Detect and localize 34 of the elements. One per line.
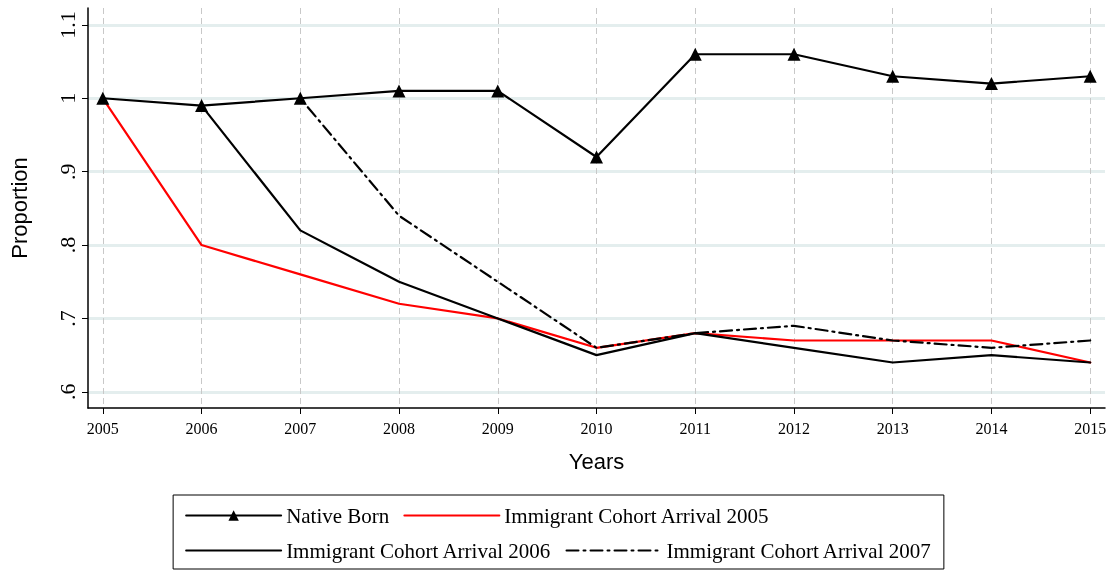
y-axis-title: Proportion	[6, 157, 32, 259]
x-tick-label: 2012	[777, 419, 810, 437]
x-tick-label: 2005	[86, 419, 119, 437]
point	[886, 69, 900, 83]
x-tick-label: 2014	[975, 419, 1008, 437]
point	[195, 99, 209, 113]
point	[293, 91, 307, 105]
point	[392, 84, 406, 98]
x-tick-label: 2007	[284, 419, 317, 437]
point	[688, 47, 702, 61]
legend-label: Immigrant Cohort Arrival 2005	[504, 503, 769, 528]
x-tick-label: 2015	[1074, 419, 1107, 437]
y-tick-label: .8	[54, 236, 80, 254]
legend-label: Native Born	[286, 503, 390, 528]
x-tick-label: 2006	[185, 419, 218, 437]
legend-label: Immigrant Cohort Arrival 2006	[286, 538, 551, 563]
legend-label: Immigrant Cohort Arrival 2007	[666, 538, 931, 563]
x-tick-label: 2013	[876, 419, 909, 437]
point	[590, 150, 603, 164]
point	[787, 47, 801, 61]
x-tick-label: 2009	[481, 419, 514, 437]
x-axis-title: Years	[568, 448, 625, 474]
y-tick-label: .9	[54, 163, 80, 180]
x-tick-label: 2008	[383, 419, 416, 437]
point	[491, 84, 505, 98]
y-tick-label: .7	[54, 310, 80, 327]
point	[984, 77, 998, 91]
point	[1083, 69, 1097, 83]
y-tick-label: 1.1	[54, 11, 80, 39]
x-tick-label: 2011	[679, 419, 711, 437]
x-tick-label: 2010	[580, 419, 613, 437]
point	[96, 91, 110, 105]
y-tick-label: 1	[54, 92, 80, 104]
y-tick-label: .6	[54, 383, 80, 401]
